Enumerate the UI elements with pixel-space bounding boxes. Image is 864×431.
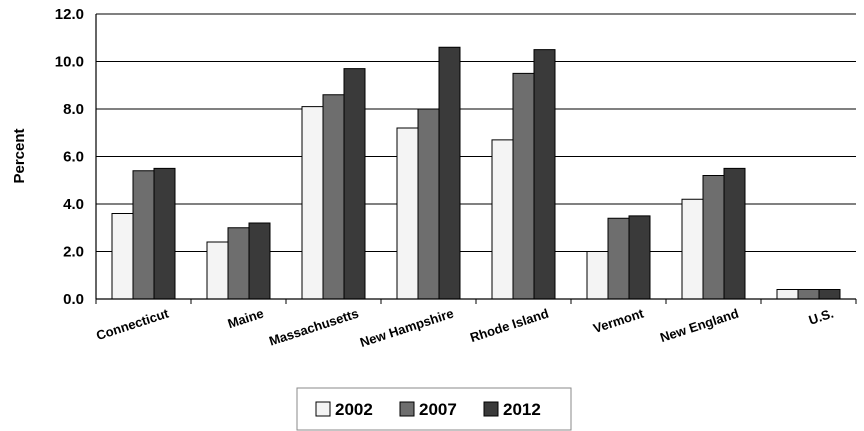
y-tick-label: 4.0 xyxy=(63,196,84,213)
category-label: Massachusetts xyxy=(267,306,360,349)
legend-label: 2012 xyxy=(503,400,541,419)
legend-swatch xyxy=(399,401,415,417)
category-label: Rhode Island xyxy=(468,306,550,346)
bar xyxy=(702,175,725,300)
bar xyxy=(776,289,799,300)
bar xyxy=(111,213,134,300)
y-tick-label: 2.0 xyxy=(63,244,84,261)
bar xyxy=(417,108,440,300)
bar xyxy=(607,217,630,300)
bar xyxy=(132,170,155,300)
axes xyxy=(95,14,857,304)
bar xyxy=(491,139,514,300)
legend-label: 2007 xyxy=(419,400,457,419)
bars xyxy=(111,46,841,300)
bar xyxy=(797,289,820,300)
category-label: Connecticut xyxy=(94,305,171,343)
category-label: Maine xyxy=(226,306,266,332)
legend-box xyxy=(296,387,572,431)
bar xyxy=(586,251,609,300)
category-label: U.S. xyxy=(807,306,836,328)
y-tick-label: 10.0 xyxy=(55,54,84,71)
category-label: New Hampshire xyxy=(358,306,455,350)
y-tick-labels: 0.0 2.0 4.0 6.0 8.0 10.0 12.0 xyxy=(55,6,84,308)
legend: 2002 2007 2012 xyxy=(296,387,572,431)
bar xyxy=(227,227,250,300)
category-label: Vermont xyxy=(591,305,646,336)
bar xyxy=(153,167,176,300)
category-label: New England xyxy=(658,306,740,346)
bar xyxy=(343,68,366,300)
y-tick-label: 6.0 xyxy=(63,149,84,166)
bar xyxy=(206,241,229,300)
bar xyxy=(396,127,419,300)
legend-label: 2002 xyxy=(335,400,373,419)
y-axis-title: Percent xyxy=(11,128,28,183)
y-tick-label: 12.0 xyxy=(55,6,84,23)
bar xyxy=(818,289,841,300)
bar xyxy=(681,198,704,300)
legend-swatch xyxy=(315,401,331,417)
bar xyxy=(322,94,345,300)
y-tick-label: 8.0 xyxy=(63,101,84,118)
bar xyxy=(248,222,271,300)
bar xyxy=(438,46,461,300)
bar xyxy=(301,106,324,300)
bar xyxy=(533,49,556,300)
legend-swatch xyxy=(483,401,499,417)
bar xyxy=(723,167,746,300)
bar xyxy=(512,72,535,300)
y-tick-label: 0.0 xyxy=(63,291,84,308)
bar xyxy=(628,215,651,300)
